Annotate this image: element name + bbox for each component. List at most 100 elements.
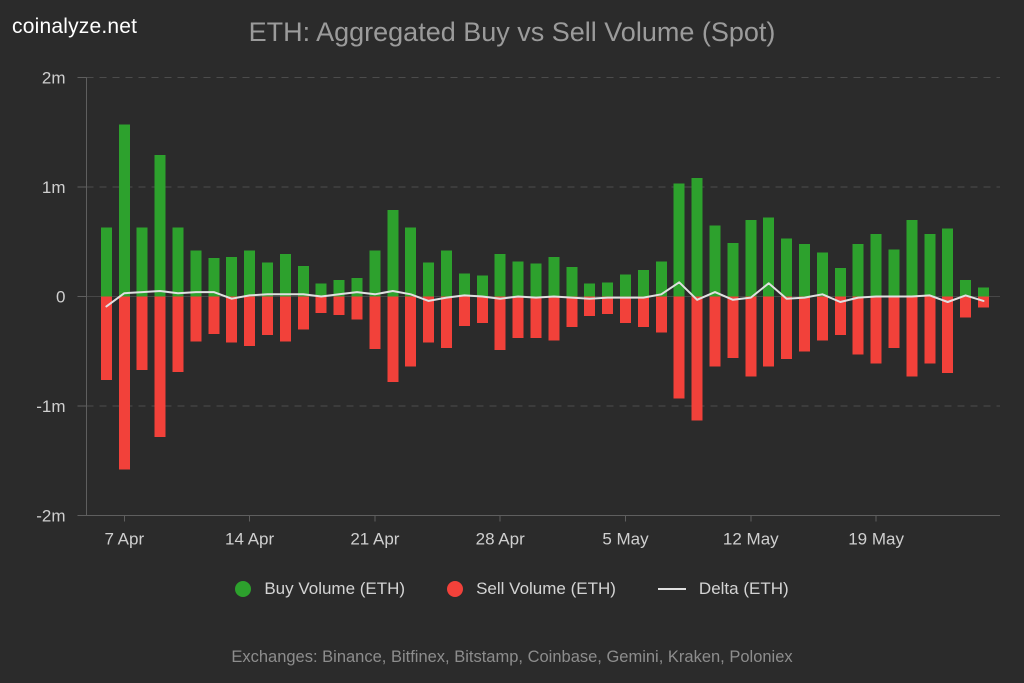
buy-bar bbox=[906, 219, 918, 297]
sell-bar bbox=[405, 296, 417, 367]
sell-bar bbox=[906, 296, 918, 377]
sell-bar bbox=[387, 296, 399, 382]
x-axis-label: 21 Apr bbox=[350, 530, 399, 549]
sell-bar bbox=[852, 296, 864, 355]
sell-bar bbox=[548, 296, 560, 341]
buy-bar bbox=[852, 243, 864, 297]
legend-label: Buy Volume (ETH) bbox=[264, 579, 406, 598]
buy-bar bbox=[244, 250, 256, 297]
sell-bar bbox=[297, 296, 309, 330]
sell-bar bbox=[942, 296, 954, 374]
chart-canvas[interactable]: 2m 1m 0 -1m -2m 7 Apr 14 Apr 21 Apr 28 Apr 5 May 1… bbox=[0, 0, 1024, 560]
y-axis-label: 2m bbox=[42, 68, 66, 87]
coinalyze-logo[interactable]: coinalyze.net bbox=[12, 15, 138, 38]
x-axis-label: 12 May bbox=[723, 530, 779, 549]
delta-line bbox=[105, 281, 985, 308]
buy-bar bbox=[476, 275, 488, 297]
x-axis-label: 5 May bbox=[602, 530, 649, 549]
sell-bar bbox=[333, 296, 345, 316]
sell-bar bbox=[960, 296, 972, 318]
sell-bar bbox=[566, 296, 578, 328]
sell-bar bbox=[620, 296, 631, 323]
buy-bar bbox=[673, 183, 685, 297]
buy-bar bbox=[763, 217, 775, 297]
buy-bar bbox=[226, 257, 238, 297]
buy-bar bbox=[602, 282, 614, 297]
sell-bar bbox=[262, 296, 273, 335]
buy-bar bbox=[637, 270, 649, 297]
buy-bar bbox=[458, 273, 470, 297]
sell-bar bbox=[870, 296, 882, 364]
sell-bar bbox=[512, 296, 524, 339]
sell-bar bbox=[745, 296, 757, 377]
sell-bar bbox=[834, 296, 846, 335]
chart-legend: Buy Volume (ETH) Sell Volume (ETH) Delta… bbox=[0, 579, 1024, 599]
buy-bar bbox=[208, 258, 220, 297]
sell-bar bbox=[763, 296, 775, 367]
buy-bar bbox=[351, 277, 363, 297]
buy-bar bbox=[100, 227, 112, 297]
buy-bar bbox=[190, 250, 202, 297]
sell-bar bbox=[458, 296, 470, 327]
delta-line-swatch-icon bbox=[657, 588, 686, 590]
sell-bar bbox=[100, 296, 112, 380]
y-axis-label: 1m bbox=[42, 178, 66, 197]
sell-bar bbox=[602, 296, 614, 315]
buy-bar bbox=[333, 280, 345, 297]
sell-bar bbox=[494, 296, 506, 351]
x-axis-label: 7 Apr bbox=[104, 530, 144, 549]
sell-bar bbox=[315, 296, 327, 313]
sell-bar bbox=[816, 296, 828, 341]
buy-bar bbox=[548, 257, 560, 297]
sell-bar bbox=[441, 296, 452, 349]
buy-bar bbox=[566, 266, 578, 297]
buy-bar bbox=[387, 209, 399, 297]
buy-bar bbox=[297, 265, 309, 297]
buy-bar bbox=[172, 227, 184, 297]
sell-bar bbox=[208, 296, 220, 334]
sell-bar bbox=[136, 296, 148, 370]
sell-bar bbox=[781, 296, 793, 359]
sell-bar bbox=[709, 296, 721, 367]
sell-bar bbox=[244, 296, 256, 346]
buy-bar bbox=[655, 261, 667, 297]
buy-bar bbox=[405, 227, 417, 297]
exchanges-note: Exchanges: Binance, Bitfinex, Bitstamp, … bbox=[231, 648, 793, 666]
sell-volume-swatch-icon bbox=[447, 581, 464, 597]
legend-item-buy-volume[interactable]: Buy Volume (ETH) bbox=[235, 579, 405, 599]
sell-bar bbox=[584, 296, 596, 317]
buy-bar bbox=[709, 225, 721, 297]
buy-bar bbox=[745, 219, 757, 297]
buy-bar bbox=[870, 234, 882, 297]
legend-item-sell-volume[interactable]: Sell Volume (ETH) bbox=[447, 579, 616, 599]
buy-bar bbox=[727, 242, 739, 297]
x-axis-label: 19 May bbox=[848, 530, 904, 549]
buy-bar bbox=[279, 253, 291, 297]
buy-bar bbox=[154, 155, 166, 297]
sell-bar bbox=[637, 296, 649, 328]
y-axis-label: 0 bbox=[56, 288, 65, 307]
sell-bar bbox=[799, 296, 810, 352]
sell-bar bbox=[476, 296, 488, 323]
buy-bar bbox=[423, 262, 435, 297]
buy-bar bbox=[136, 227, 148, 297]
sell-bar bbox=[655, 296, 667, 333]
buy-bar bbox=[262, 262, 273, 297]
buy-bar bbox=[494, 253, 506, 297]
legend-item-delta[interactable]: Delta (ETH) bbox=[657, 579, 789, 599]
sell-bar bbox=[369, 296, 381, 350]
buy-bar bbox=[530, 263, 542, 297]
buy-bar bbox=[441, 250, 452, 297]
buy-bar bbox=[584, 283, 596, 297]
sell-bar bbox=[727, 296, 739, 358]
sell-bar bbox=[190, 296, 202, 342]
sell-bar bbox=[888, 296, 900, 349]
sell-bar bbox=[226, 296, 238, 343]
buy-bar bbox=[816, 252, 828, 297]
sell-bar bbox=[154, 296, 166, 437]
sell-bar bbox=[351, 296, 363, 320]
buy-bar bbox=[369, 250, 381, 297]
chart-plot-area[interactable]: 2m 1m 0 -1m -2m 7 Apr 14 Apr 21 Apr 28 Apr 5 May 1… bbox=[0, 0, 1024, 560]
buy-bar bbox=[691, 178, 703, 297]
